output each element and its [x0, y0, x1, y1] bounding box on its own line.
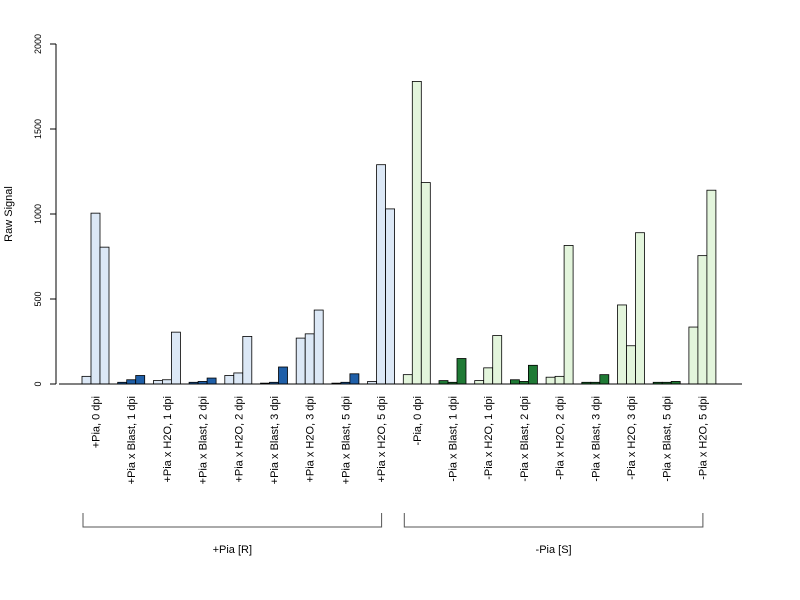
category-label: -Pia x Blast, 3 dpi	[590, 396, 602, 482]
bar-group	[402, 81, 431, 385]
bar-group	[367, 164, 396, 385]
category-label: -Pia x Blast, 2 dpi	[519, 396, 531, 482]
bar	[420, 182, 431, 385]
bars	[81, 81, 717, 385]
bar	[99, 246, 110, 385]
bar	[626, 345, 636, 385]
bar-group	[224, 335, 253, 385]
bar	[706, 189, 717, 385]
bar	[402, 374, 413, 385]
bar	[411, 81, 422, 385]
bar	[599, 374, 610, 385]
bar-group	[474, 335, 503, 385]
bar	[438, 380, 449, 385]
bar	[492, 335, 503, 385]
bar	[697, 255, 708, 385]
bar	[242, 335, 253, 385]
bar	[385, 208, 396, 385]
y-tick-label: 1000	[33, 204, 43, 224]
bar	[206, 377, 217, 385]
group-label: -Pia [S]	[536, 544, 572, 556]
bar	[545, 376, 556, 385]
category-label: -Pia x H2O, 1 dpi	[483, 396, 495, 480]
bar-group	[688, 189, 717, 385]
bar-group	[581, 374, 610, 385]
bar	[170, 331, 181, 385]
bar-group	[117, 375, 146, 385]
bar	[483, 367, 494, 385]
bar	[81, 375, 92, 385]
category-label: +Pia x H2O, 3 dpi	[305, 396, 317, 483]
bracket-line	[82, 513, 383, 528]
bar	[135, 375, 146, 385]
y-tick-label: 2000	[33, 34, 43, 54]
bar-group	[81, 212, 110, 385]
bar	[554, 375, 565, 385]
bar	[161, 379, 172, 385]
category-label: +Pia x H2O, 1 dpi	[162, 396, 174, 483]
bar	[617, 304, 627, 385]
bar	[688, 326, 699, 385]
bar	[474, 380, 485, 385]
bar-group	[545, 245, 574, 385]
y-tick-label: 1500	[33, 119, 43, 139]
bar	[509, 379, 520, 385]
bar-group	[617, 232, 645, 385]
bar	[313, 309, 324, 385]
bar	[90, 212, 101, 385]
bar	[349, 373, 360, 385]
y-axis: 0 500 1000 1500 2000	[33, 34, 57, 387]
category-label: +Pia x Blast, 5 dpi	[340, 396, 352, 484]
bar	[126, 379, 137, 385]
bar-group	[331, 373, 360, 385]
bar	[304, 333, 315, 385]
bar-group	[260, 366, 288, 385]
category-label: +Pia, 0 dpi	[91, 396, 103, 448]
y-axis-title: Raw Signal	[3, 186, 15, 242]
group-bracket: -Pia [S]	[403, 513, 704, 556]
category-label: -Pia x H2O, 2 dpi	[555, 396, 567, 480]
y-tick-label: 0	[33, 381, 43, 386]
category-label: +Pia x Blast, 3 dpi	[269, 396, 281, 484]
group-label: +Pia [R]	[213, 544, 252, 556]
bracket-line	[403, 513, 704, 528]
category-label: +Pia x Blast, 2 dpi	[198, 396, 210, 484]
category-label: -Pia, 0 dpi	[412, 396, 424, 446]
bar	[233, 372, 244, 385]
bar	[635, 232, 645, 385]
category-label: -Pia x H2O, 3 dpi	[626, 396, 638, 480]
bar	[528, 364, 538, 385]
category-labels: +Pia, 0 dpi +Pia x Blast, 1 dpi +Pia x H2O…	[91, 396, 710, 484]
category-label: +Pia x H2O, 5 dpi	[376, 396, 388, 483]
bar-group	[509, 364, 538, 385]
bar-group	[188, 377, 217, 385]
category-label: +Pia x H2O, 2 dpi	[233, 396, 245, 483]
bar	[224, 375, 235, 385]
bar	[295, 337, 306, 385]
bar-group	[438, 358, 467, 385]
bar-group	[295, 309, 324, 385]
category-label: -Pia x H2O, 5 dpi	[697, 396, 709, 480]
category-label: -Pia x Blast, 5 dpi	[662, 396, 674, 482]
category-label: +Pia x Blast, 1 dpi	[126, 396, 138, 484]
y-tick-label: 500	[33, 291, 43, 306]
bar	[456, 358, 467, 385]
bar	[152, 380, 163, 385]
bar	[278, 366, 288, 385]
bar	[563, 245, 574, 385]
bar-group	[152, 331, 181, 385]
category-label: -Pia x Blast, 1 dpi	[448, 396, 460, 482]
group-bracket: +Pia [R]	[82, 513, 383, 556]
bar-group	[652, 381, 681, 385]
group-brackets: +Pia [R] -Pia [S]	[82, 513, 704, 556]
bar	[376, 164, 387, 385]
